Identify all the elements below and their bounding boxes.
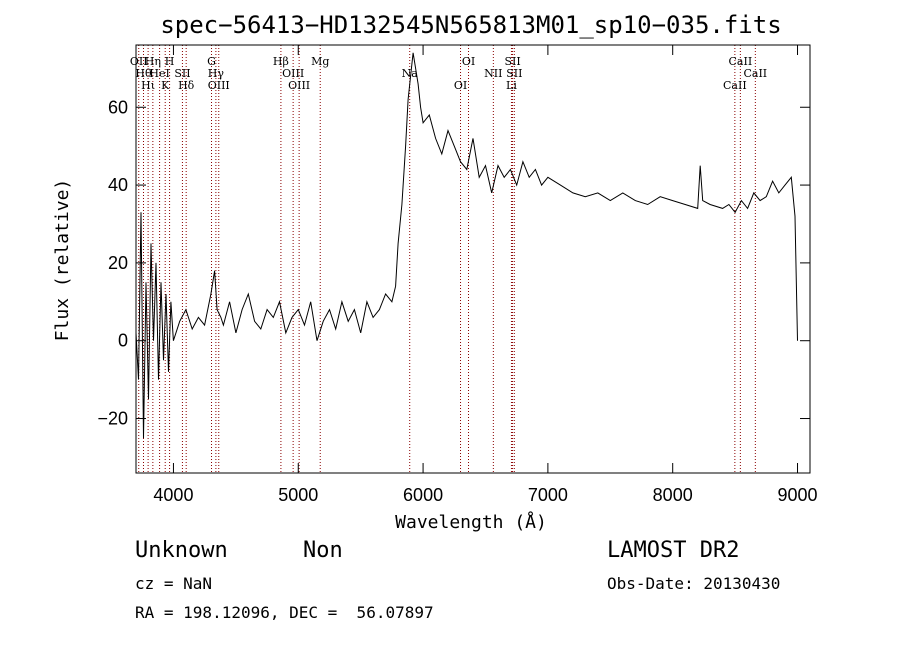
x-tick-label: 4000 bbox=[153, 485, 193, 505]
y-tick-label: 0 bbox=[118, 331, 128, 351]
x-tick-label: 8000 bbox=[653, 485, 693, 505]
line-label-caii: CaII bbox=[743, 67, 767, 80]
line-label-hη: Hη bbox=[145, 55, 161, 68]
line-label-caii: CaII bbox=[723, 79, 747, 92]
line-label-hθ: Hθ bbox=[135, 67, 152, 80]
emission-line-labels: OIIHθHιHηHeIKHSIIHδGHγOIIIHβOIIIOIIIMgNa… bbox=[130, 55, 767, 92]
line-label-sii: SII bbox=[506, 67, 522, 80]
x-tick-label: 5000 bbox=[278, 485, 318, 505]
x-axis-label: Wavelength (Å) bbox=[395, 511, 547, 533]
line-label-k: K bbox=[161, 79, 170, 92]
emission-line-markers bbox=[138, 45, 756, 473]
y-tick-label: 20 bbox=[108, 253, 128, 273]
object-class: Unknown bbox=[135, 538, 228, 563]
line-label-caii: CaII bbox=[729, 55, 753, 68]
y-tick-label: −20 bbox=[97, 409, 128, 429]
line-label-oi: OI bbox=[454, 79, 467, 92]
line-label-mg: Mg bbox=[311, 55, 329, 68]
line-label-oiii: OIII bbox=[288, 79, 310, 92]
line-label-sii: SII bbox=[504, 55, 520, 68]
x-tick-label: 6000 bbox=[403, 485, 443, 505]
spectrum-line bbox=[135, 52, 798, 439]
line-label-hβ: Hβ bbox=[273, 55, 289, 68]
line-label-h: H bbox=[165, 55, 175, 68]
line-label-hei: HeI bbox=[149, 67, 169, 80]
line-label-na: Na bbox=[402, 67, 419, 80]
x-tick-label: 9000 bbox=[777, 485, 817, 505]
line-label-oii: OII bbox=[130, 55, 148, 68]
line-label-sii: SII bbox=[174, 67, 190, 80]
spectrum-chart: spec−56413−HD132545N565813M01_sp10−035.f… bbox=[52, 11, 818, 533]
line-label-hι: Hι bbox=[141, 79, 155, 92]
object-subclass: Non bbox=[303, 538, 343, 563]
line-label-oiii: OIII bbox=[282, 67, 304, 80]
survey-name: LAMOST DR2 bbox=[607, 538, 740, 563]
y-axis-label: Flux (relative) bbox=[52, 179, 73, 342]
coordinates: RA = 198.12096, DEC = 56.07897 bbox=[135, 603, 434, 622]
redshift-cz: cz = NaN bbox=[135, 574, 213, 593]
line-label-li: Li bbox=[506, 79, 517, 92]
chart-title: spec−56413−HD132545N565813M01_sp10−035.f… bbox=[160, 11, 781, 39]
x-tick-label: 7000 bbox=[528, 485, 568, 505]
line-label-hγ: Hγ bbox=[208, 67, 225, 80]
line-label-oi: OI bbox=[462, 55, 475, 68]
plot-frame bbox=[135, 44, 811, 474]
y-tick-label: 40 bbox=[108, 175, 128, 195]
line-label-g: G bbox=[207, 55, 216, 68]
observation-date: Obs-Date: 20130430 bbox=[607, 574, 781, 593]
line-label-oiii: OIII bbox=[208, 79, 230, 92]
y-tick-label: 60 bbox=[108, 97, 128, 117]
line-label-hδ: Hδ bbox=[178, 79, 195, 92]
line-label-nii: NII bbox=[484, 67, 502, 80]
x-axis-ticks: 4000 5000 6000 7000 8000 9000 bbox=[153, 45, 818, 505]
y-axis-ticks: −20 0 20 40 60 bbox=[97, 97, 810, 429]
